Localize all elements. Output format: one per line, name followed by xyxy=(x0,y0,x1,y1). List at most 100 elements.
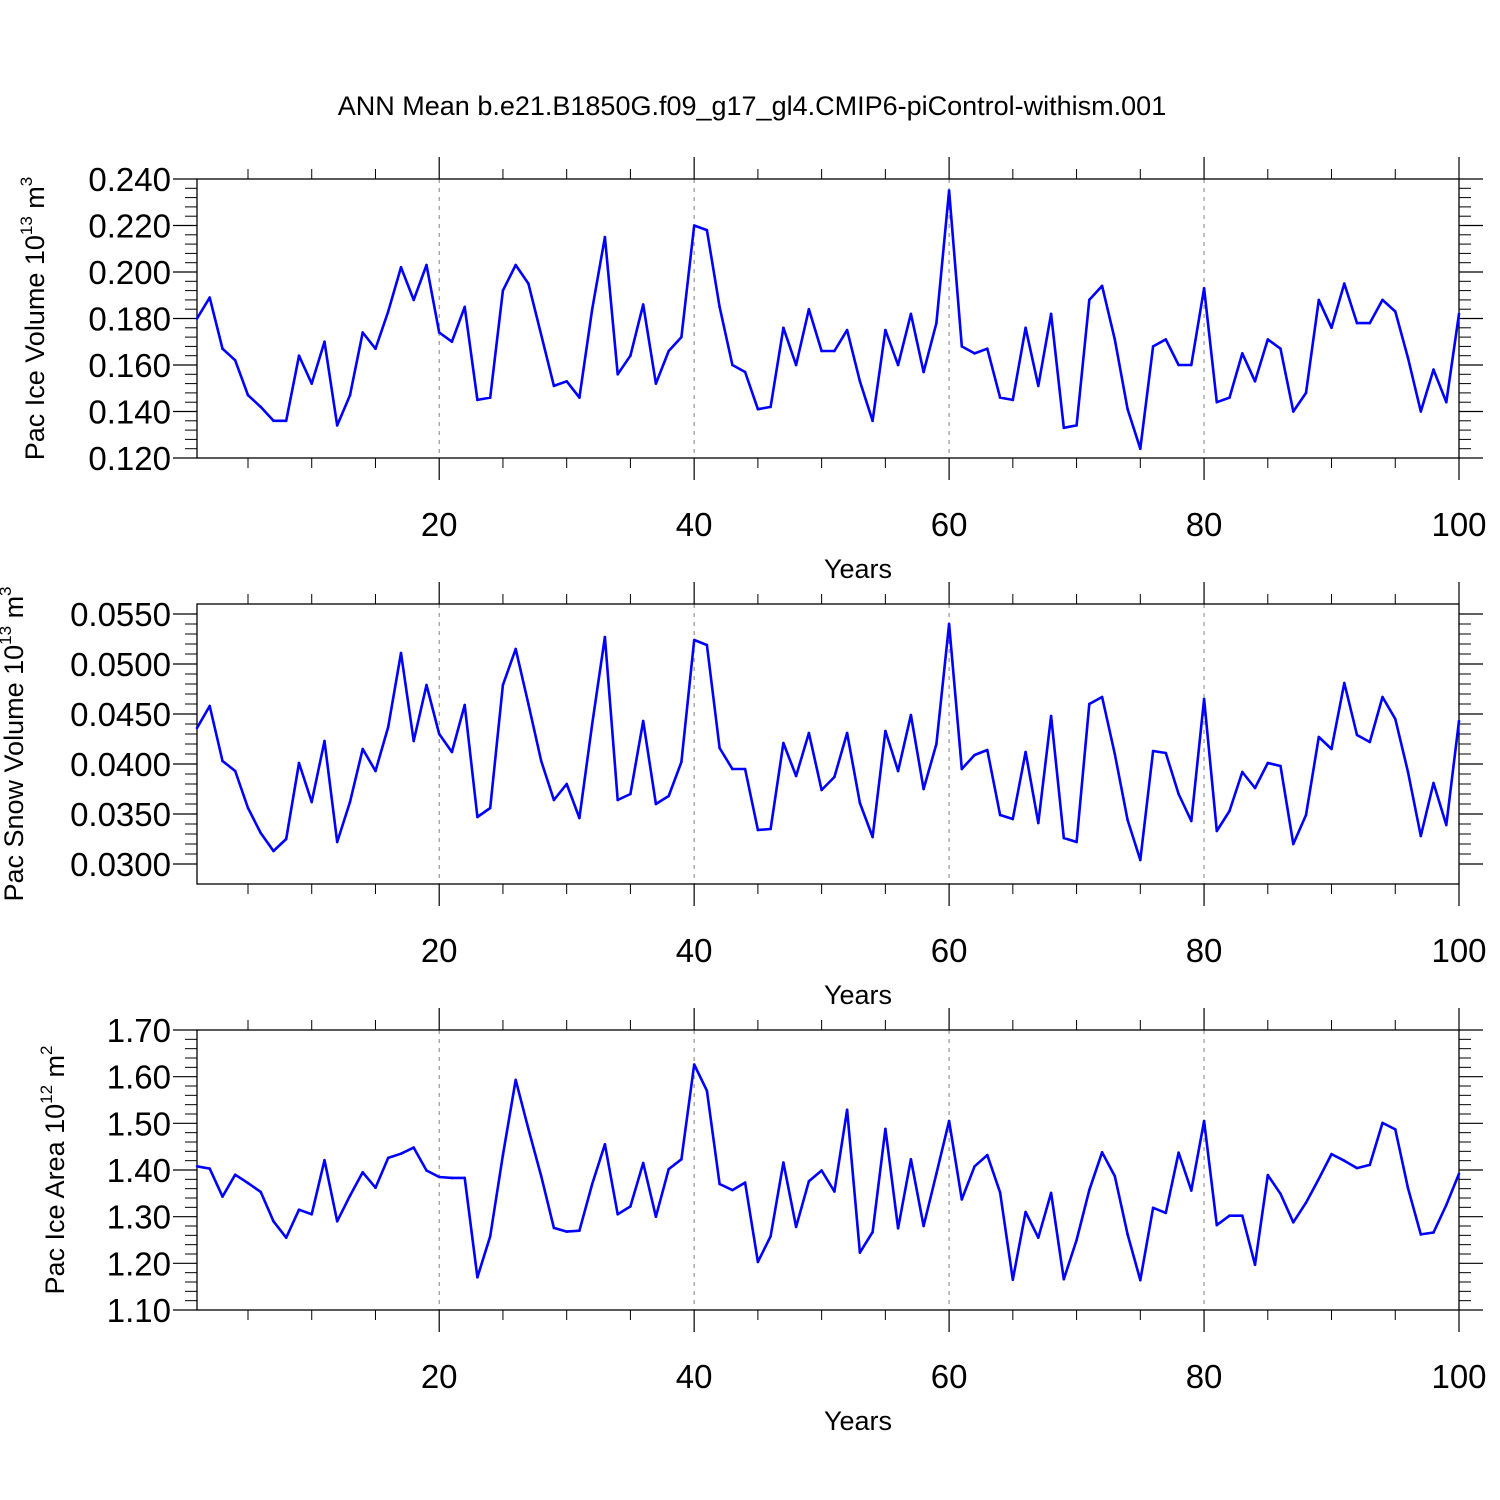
data-point xyxy=(807,1179,811,1183)
data-point xyxy=(437,732,441,736)
data-point xyxy=(871,419,874,423)
y-tick-label: 1.40 xyxy=(107,1152,171,1189)
data-point xyxy=(246,393,250,397)
data-point xyxy=(221,1195,224,1198)
data-point xyxy=(833,1190,836,1193)
data-point xyxy=(782,326,785,330)
data-point xyxy=(1037,1236,1040,1239)
data-point xyxy=(947,1119,951,1123)
data-point xyxy=(552,798,556,802)
data-point xyxy=(1253,380,1257,383)
data-point xyxy=(756,1260,760,1264)
data-point xyxy=(769,1235,772,1238)
data-point xyxy=(1151,345,1155,348)
data-point xyxy=(1355,321,1359,325)
data-point xyxy=(1215,400,1219,404)
data-point xyxy=(1330,747,1333,751)
data-point xyxy=(297,761,301,765)
data-point xyxy=(578,816,581,820)
data-point xyxy=(1088,298,1091,302)
data-point xyxy=(565,380,568,383)
data-point xyxy=(272,849,275,853)
data-point xyxy=(909,312,913,316)
data-point xyxy=(552,384,556,388)
data-point xyxy=(769,405,772,409)
data-point xyxy=(1075,424,1078,427)
data-point xyxy=(718,305,721,309)
panels: 20 40 60 80 100 0.120 0.140 0.160 0.180 0.200 0.22… xyxy=(0,157,1487,1436)
data-point xyxy=(1317,298,1321,302)
data-point xyxy=(348,1194,352,1197)
data-point xyxy=(654,382,658,385)
data-point xyxy=(1241,770,1244,774)
data-point xyxy=(1343,681,1346,685)
y-tick-label: 1.50 xyxy=(107,1105,171,1142)
data-point xyxy=(501,683,505,687)
data-point xyxy=(1266,761,1270,765)
data-point xyxy=(323,1158,326,1162)
x-tick-label: 60 xyxy=(931,932,968,969)
data-point xyxy=(348,800,352,804)
data-point xyxy=(1406,1186,1410,1190)
x-axis-title: Years xyxy=(824,980,892,1010)
data-point xyxy=(501,1153,505,1157)
data-point xyxy=(807,307,811,311)
data-point xyxy=(1139,1278,1142,1282)
data-point xyxy=(1279,1192,1282,1196)
data-point xyxy=(297,354,301,358)
data-point xyxy=(1253,786,1257,790)
data-point xyxy=(1368,321,1372,325)
data-point xyxy=(259,405,263,409)
x-tick-label: 60 xyxy=(931,1358,968,1395)
data-point xyxy=(1177,1151,1180,1154)
data-point xyxy=(1100,1151,1104,1154)
data-point xyxy=(884,729,887,733)
data-point xyxy=(590,722,594,726)
data-point xyxy=(986,347,989,351)
data-point xyxy=(1075,1238,1078,1242)
data-point xyxy=(386,310,390,313)
data-point xyxy=(1139,447,1142,451)
data-point xyxy=(323,739,326,743)
data-point xyxy=(641,1161,645,1165)
data-point xyxy=(1457,719,1461,723)
data-point xyxy=(845,1108,849,1112)
data-point xyxy=(476,1276,479,1279)
data-point xyxy=(297,1208,301,1211)
data-point xyxy=(1317,1177,1321,1181)
data-point xyxy=(667,1167,670,1171)
data-point xyxy=(514,647,517,651)
series-line xyxy=(195,189,1461,451)
data-point xyxy=(1432,781,1435,785)
data-point xyxy=(272,1220,275,1223)
data-point xyxy=(386,725,390,729)
y-tick-label: 0.220 xyxy=(88,208,171,245)
data-point xyxy=(246,806,250,810)
data-point xyxy=(769,827,772,831)
data-point xyxy=(578,396,581,399)
data-point xyxy=(1406,356,1410,360)
data-point xyxy=(1113,1174,1117,1178)
data-point xyxy=(947,189,951,192)
data-point xyxy=(986,1153,989,1157)
y-tick-label: 0.0400 xyxy=(70,746,171,783)
data-point xyxy=(1088,702,1091,706)
data-point xyxy=(399,651,403,655)
data-point xyxy=(692,1063,696,1066)
panel-2: 20 40 60 80 100 0.0300 0.0350 0.0400 0.0450 0.050… xyxy=(0,582,1487,1010)
data-point xyxy=(1228,396,1231,399)
data-point xyxy=(1126,818,1129,822)
data-point xyxy=(705,1089,709,1092)
series-line xyxy=(195,622,1461,862)
data-point xyxy=(590,1182,594,1186)
data-point xyxy=(195,317,199,320)
data-point xyxy=(1011,817,1015,821)
data-point xyxy=(1343,1159,1346,1162)
data-point xyxy=(807,731,811,735)
data-point xyxy=(960,1198,964,1201)
data-point xyxy=(1355,733,1359,737)
data-point xyxy=(820,349,823,353)
data-point xyxy=(960,767,964,771)
x-axis-title: Years xyxy=(824,554,892,584)
y-tick-label: 1.30 xyxy=(107,1199,171,1236)
